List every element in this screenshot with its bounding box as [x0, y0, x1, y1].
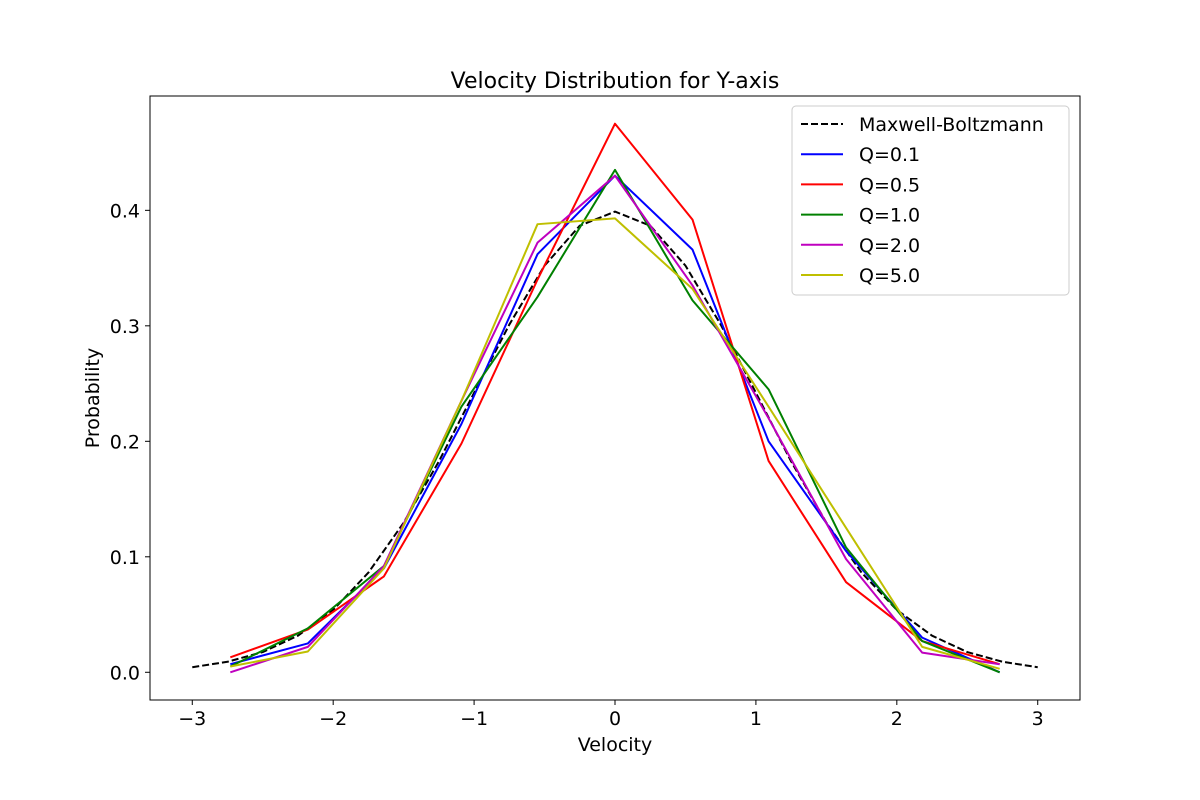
- legend: Maxwell-Boltzmann Q=0.1 Q=0.5 Q=1.0 Q=2.0 Q=5…: [791, 105, 1070, 296]
- legend-label: Maxwell-Boltzmann: [859, 114, 1044, 136]
- legend-label: Q=2.0: [859, 235, 920, 257]
- y-tick-label: 0.1: [110, 547, 140, 569]
- x-tick-label: 1: [750, 708, 762, 730]
- legend-label: Q=5.0: [859, 265, 920, 287]
- chart-title: Velocity Distribution for Y-axis: [451, 69, 780, 94]
- x-tick-label: 2: [891, 708, 903, 730]
- plot-layer: [192, 122, 1038, 674]
- legend-label: Q=0.1: [859, 144, 920, 166]
- y-tick-label: 0.0: [110, 662, 140, 684]
- legend-label: Q=1.0: [859, 205, 920, 227]
- series-line-maxwell-boltzmann: [192, 210, 1038, 669]
- x-tick-label: 0: [609, 708, 621, 730]
- y-axis: 0.0 0.1 0.2 0.3 0.4: [110, 200, 150, 684]
- series-line-q-5-0: [230, 217, 1000, 670]
- legend-box: [791, 105, 1070, 296]
- legend-entries: Maxwell-Boltzmann Q=0.1 Q=0.5 Q=1.0 Q=2.0 Q=5…: [801, 114, 1044, 287]
- y-tick-label: 0.4: [110, 200, 140, 222]
- x-tick-label: −3: [178, 708, 206, 730]
- x-axis: −3 −2 −1 0 1 2 3: [178, 700, 1044, 730]
- y-axis-label: Probability: [82, 348, 104, 448]
- series-line-q-2-0: [230, 174, 1000, 674]
- x-tick-label: 3: [1032, 708, 1044, 730]
- x-tick-label: −1: [460, 708, 488, 730]
- series-line-q-1-0: [229, 168, 1001, 674]
- legend-label: Q=0.5: [859, 174, 920, 196]
- y-tick-label: 0.2: [110, 431, 140, 453]
- y-tick-label: 0.3: [110, 316, 140, 338]
- x-axis-label: Velocity: [578, 734, 653, 756]
- x-tick-label: −2: [319, 708, 347, 730]
